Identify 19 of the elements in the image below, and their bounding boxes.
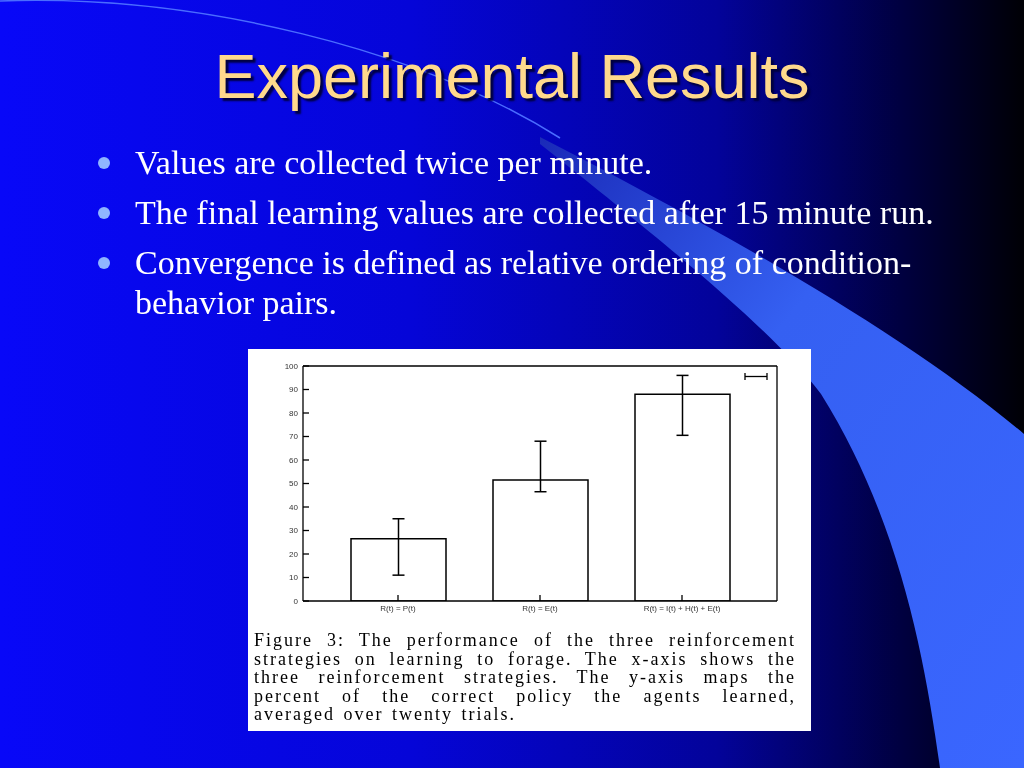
x-tick-label: R(t) = P(t) (380, 603, 416, 613)
y-tick-label: 0 (293, 596, 299, 606)
chart-title: Experimental Results (213, 40, 811, 112)
y-tick-label: 70 (289, 432, 299, 442)
y-tick-label: 100 (284, 361, 299, 371)
x-tick-label: R(t) = E(t) (522, 603, 558, 613)
x-tick-label: R(t) = I(t) + H(t) + E(t) (643, 603, 721, 613)
y-tick-label: 50 (289, 479, 299, 489)
y-tick-label: 90 (289, 385, 299, 395)
y-tick-label: 60 (289, 455, 299, 465)
y-tick-label: 20 (289, 549, 299, 559)
caption: Figure 3: The performance of the three reinforcement strategies on learning to forage. The x-axis shows the three reinforcement strategies. The y-axis maps the percent of the correct policy the agents learned, averaged over twenty trials. (254, 630, 796, 724)
text: The final learning values are collected after 15 minute run. (135, 194, 934, 231)
text: Values are collected twice per minute. (135, 144, 653, 181)
text: Convergence is defined as relative ordering of condition-behavior pairs. (135, 244, 912, 321)
y-tick-label: 30 (289, 526, 299, 536)
y-tick-label: 80 (289, 408, 299, 418)
y-tick-label: 10 (289, 573, 299, 583)
y-tick-label: 40 (289, 502, 299, 512)
